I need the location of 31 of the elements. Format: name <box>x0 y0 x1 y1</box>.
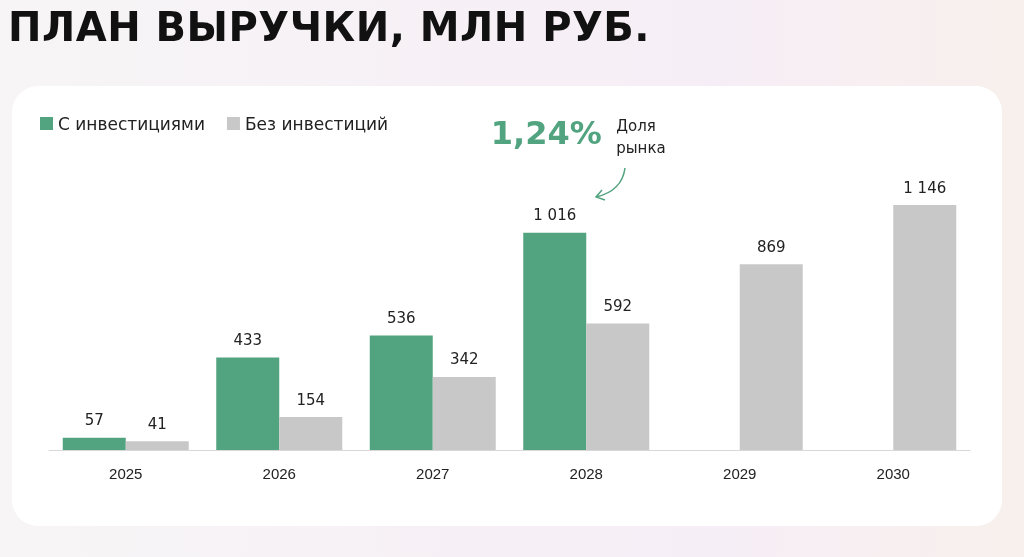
x-tick-label: 2027 <box>416 465 450 482</box>
annotation: 1,24% <box>490 113 602 152</box>
x-tick-label: 2025 <box>109 465 143 482</box>
bar <box>893 205 957 450</box>
bar <box>125 441 189 450</box>
bar <box>586 323 650 450</box>
data-label: 41 <box>147 414 167 433</box>
bar <box>369 335 433 450</box>
bar <box>739 264 803 450</box>
text: Доля рынка <box>616 116 666 157</box>
legend-label: С инвестициями <box>58 113 205 134</box>
bar <box>432 376 496 450</box>
legend-label: Без инвестиций <box>244 113 389 134</box>
data-label: 433 <box>233 330 263 349</box>
data-label: 869 <box>756 237 786 256</box>
x-tick-label: 2026 <box>262 465 296 482</box>
x-tick-label: 2030 <box>876 465 910 482</box>
data-label: 154 <box>296 390 326 409</box>
chart-title: ПЛАН ВЫРУЧКИ, МЛН РУБ. <box>8 4 651 50</box>
data-label: 342 <box>449 350 479 369</box>
x-tick-label: 2028 <box>569 465 603 482</box>
bar <box>523 232 587 450</box>
data-label: 536 <box>386 308 416 327</box>
x-tick-label: 2029 <box>723 465 757 482</box>
bar <box>62 437 126 450</box>
data-label: 1 146 <box>903 178 947 197</box>
data-label: 57 <box>84 411 104 430</box>
bar <box>279 417 343 450</box>
bar <box>216 357 280 450</box>
data-label: 592 <box>603 296 633 315</box>
data-label: 1 016 <box>533 206 577 225</box>
